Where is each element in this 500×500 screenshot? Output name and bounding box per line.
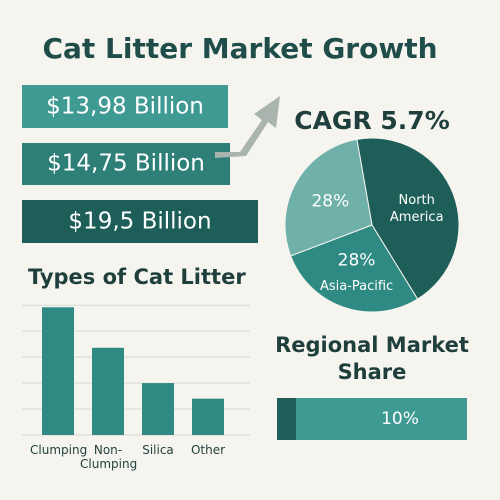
x-tick-label: Clumping <box>30 443 88 457</box>
progress-bar <box>277 398 296 440</box>
pie-label: Asia-Pacific <box>320 279 393 294</box>
arrow <box>215 96 280 158</box>
pie-label: North America <box>389 193 444 225</box>
banner-text: $14,75 Billion <box>47 151 205 177</box>
bar-title: Types of Cat Litter <box>28 265 246 289</box>
bar <box>92 347 124 435</box>
banner <box>22 143 230 185</box>
pie-value-label: 28% <box>311 191 349 211</box>
x-tick-label: Other <box>190 443 226 457</box>
x-tick-label: Silica <box>142 443 174 457</box>
pie-value-label: 28% <box>338 250 376 270</box>
banner <box>22 85 228 128</box>
pie-slice <box>290 224 419 313</box>
bar <box>142 383 174 435</box>
cagr: CAGR 5.7% <box>294 106 450 135</box>
progress-track <box>277 398 467 440</box>
bar <box>192 398 224 435</box>
progress-label: 10% <box>381 409 419 429</box>
banner-text: $19,5 Billion <box>68 209 211 235</box>
pie-slice <box>284 138 373 257</box>
progress-title: Regional Market Share <box>275 333 469 384</box>
x-tick-label: Non-Clumping <box>80 443 138 471</box>
pie-slice <box>356 137 460 300</box>
banner-text: $13,98 Billion <box>46 94 204 120</box>
bar <box>42 307 74 435</box>
banner <box>22 200 258 243</box>
title: Cat Litter Market Growth <box>42 32 437 65</box>
